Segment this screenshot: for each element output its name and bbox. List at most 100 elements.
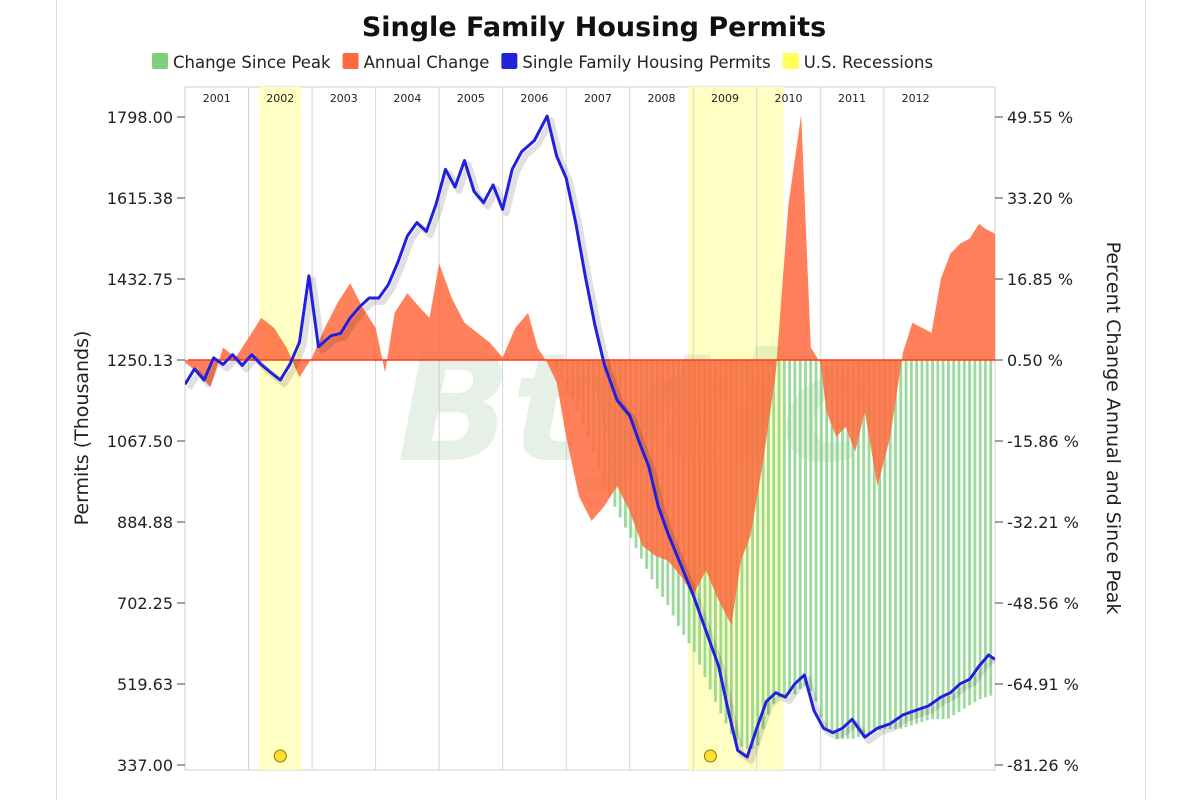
since-peak-bar bbox=[878, 359, 881, 731]
since-peak-bar bbox=[767, 359, 770, 715]
chart-title: Single Family Housing Permits bbox=[362, 12, 826, 43]
since-peak-bar bbox=[925, 359, 929, 721]
annual-change-area bbox=[185, 114, 995, 626]
right-axis-ticks: 49.55 % 33.20 % 16.85 % 0.50 % -15.86 % -32.2… bbox=[995, 108, 1079, 775]
since-peak-bar bbox=[772, 359, 776, 704]
since-peak-bar bbox=[867, 359, 871, 734]
legend-swatch-2 bbox=[501, 53, 518, 69]
legend-label-0[interactable]: Change Since Peak bbox=[173, 53, 331, 72]
left-tick-label: 702.25 bbox=[117, 594, 173, 613]
since-peak-bar bbox=[989, 359, 993, 696]
right-tick-label: -81.26 % bbox=[1007, 756, 1079, 775]
recession-marker-icon[interactable] bbox=[703, 749, 717, 763]
year-label-2004: 2004 bbox=[393, 92, 421, 105]
since-peak-bar bbox=[909, 359, 913, 726]
recession-markers bbox=[273, 749, 717, 763]
since-peak-bar bbox=[835, 359, 839, 739]
since-peak-bar bbox=[899, 359, 903, 729]
since-peak-bar bbox=[751, 359, 754, 749]
year-label-2003: 2003 bbox=[330, 92, 358, 105]
legend-label-3[interactable]: U.S. Recessions bbox=[804, 53, 933, 72]
right-tick-label: 49.55 % bbox=[1007, 108, 1073, 127]
right-tick-label: -48.56 % bbox=[1007, 594, 1079, 613]
right-tick-label: -32.21 % bbox=[1007, 513, 1079, 532]
left-tick-label: 1067.50 bbox=[107, 432, 173, 451]
left-tick-label: 1615.38 bbox=[107, 189, 173, 208]
left-axis-ticks: 1798.00 1615.38 1432.75 1250.13 1067.50 884.8… bbox=[107, 108, 185, 775]
since-peak-bar bbox=[798, 359, 802, 689]
since-peak-bar bbox=[788, 359, 791, 695]
since-peak-bar bbox=[952, 359, 956, 716]
right-tick-label: 0.50 % bbox=[1007, 351, 1063, 370]
chart-frame: Single Family Housing Permits Change Sin… bbox=[56, 0, 1146, 800]
legend-swatch-1 bbox=[342, 53, 359, 69]
legend-swatch-0 bbox=[152, 53, 168, 69]
since-peak-bar bbox=[936, 359, 940, 720]
since-peak-bar bbox=[761, 359, 765, 730]
right-axis-title: Percent Change Annual and Since Peak bbox=[1102, 242, 1124, 615]
since-peak-bar bbox=[830, 359, 834, 734]
since-peak-bar bbox=[888, 359, 892, 730]
since-peak-bar bbox=[947, 359, 950, 719]
year-label-2012: 2012 bbox=[902, 92, 930, 105]
year-label-2001: 2001 bbox=[203, 92, 231, 105]
legend-label-2[interactable]: Single Family Housing Permits bbox=[522, 53, 770, 72]
since-peak-bar bbox=[782, 359, 786, 695]
right-tick-label: -64.91 % bbox=[1007, 675, 1079, 694]
year-labels: 2001 2002 2003 2004 2005 2006 2007 2008 2009 2010… bbox=[203, 92, 930, 105]
since-peak-bar bbox=[957, 359, 961, 712]
legend-swatch-3 bbox=[782, 53, 799, 69]
since-peak-bar bbox=[962, 359, 966, 709]
since-peak-bar bbox=[894, 359, 897, 730]
since-peak-bar bbox=[872, 359, 876, 733]
since-peak-bar bbox=[804, 359, 807, 686]
legend-label-1[interactable]: Annual Change bbox=[364, 53, 490, 72]
since-peak-bar bbox=[984, 359, 987, 698]
year-label-2002: 2002 bbox=[266, 92, 294, 105]
since-peak-bar bbox=[777, 359, 781, 698]
since-peak-bar bbox=[904, 359, 908, 728]
permits-line bbox=[185, 114, 995, 759]
year-label-2007: 2007 bbox=[584, 92, 612, 105]
left-tick-label: 1250.13 bbox=[107, 351, 173, 370]
left-tick-label: 337.00 bbox=[117, 756, 173, 775]
since-peak-bar bbox=[841, 359, 844, 739]
left-axis-title: Permits (Thousands) bbox=[71, 331, 93, 526]
left-tick-label: 519.63 bbox=[117, 675, 173, 694]
year-label-2010: 2010 bbox=[775, 92, 803, 105]
year-label-2006: 2006 bbox=[520, 92, 548, 105]
since-peak-bar bbox=[745, 359, 749, 749]
since-peak-bar bbox=[920, 359, 924, 723]
since-peak-bar bbox=[846, 359, 850, 739]
left-tick-label: 1798.00 bbox=[107, 108, 173, 127]
year-label-2011: 2011 bbox=[838, 92, 866, 105]
since-peak-bar bbox=[915, 359, 919, 724]
since-peak-bar bbox=[825, 359, 829, 728]
left-tick-label: 884.88 bbox=[117, 513, 173, 532]
since-peak-bar bbox=[851, 359, 855, 739]
since-peak-bar bbox=[973, 359, 977, 702]
right-tick-label: 16.85 % bbox=[1007, 270, 1073, 289]
since-peak-bar bbox=[978, 359, 982, 699]
since-peak-bar bbox=[862, 359, 866, 736]
since-peak-bar bbox=[968, 359, 971, 706]
right-tick-label: 33.20 % bbox=[1007, 189, 1073, 208]
since-peak-bar bbox=[941, 359, 945, 720]
since-peak-bar bbox=[883, 359, 887, 730]
since-peak-bar bbox=[857, 359, 860, 737]
since-peak-bar bbox=[814, 359, 818, 701]
recession-marker-icon[interactable] bbox=[273, 749, 287, 763]
since-peak-bar bbox=[819, 359, 823, 718]
year-label-2008: 2008 bbox=[647, 92, 675, 105]
since-peak-bar bbox=[756, 359, 760, 746]
permits-line-shadow bbox=[186, 117, 995, 764]
legend: Change Since Peak Annual Change Single Fam… bbox=[152, 53, 933, 72]
recession-band-0 bbox=[259, 87, 302, 770]
left-tick-label: 1432.75 bbox=[107, 270, 173, 289]
year-label-2009: 2009 bbox=[711, 92, 739, 105]
chart: Single Family Housing Permits Change Sin… bbox=[71, 12, 1124, 775]
since-peak-bar bbox=[793, 359, 797, 695]
since-peak-bar bbox=[931, 359, 934, 720]
since-peak-bar bbox=[809, 359, 813, 692]
right-tick-label: -15.86 % bbox=[1007, 432, 1079, 451]
